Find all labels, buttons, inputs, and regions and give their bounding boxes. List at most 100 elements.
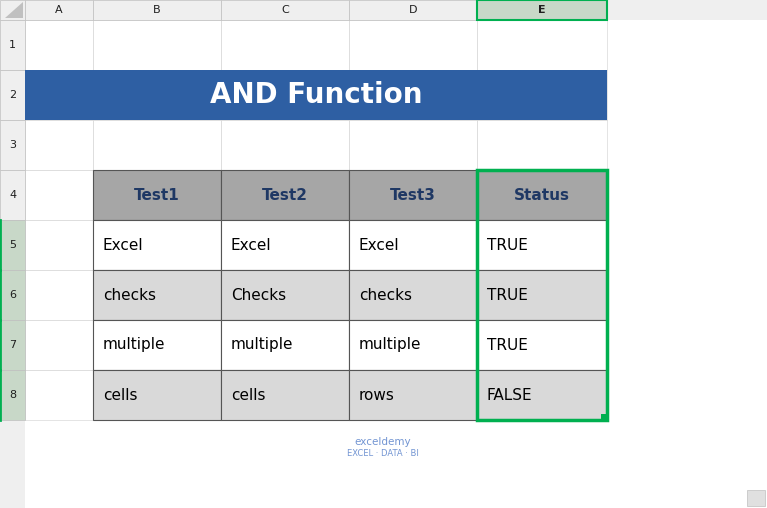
Bar	[93, 320, 221, 370]
Bar	[0, 170, 25, 220]
Bar	[221, 220, 349, 270]
Bar	[0, 20, 25, 70]
Bar	[477, 270, 607, 320]
Bar	[349, 20, 477, 70]
Bar	[477, 170, 607, 420]
Text: AND Function: AND Function	[209, 81, 423, 109]
Text: EXCEL · DATA · BI: EXCEL · DATA · BI	[347, 449, 419, 458]
Polygon shape	[5, 2, 23, 18]
Text: cells: cells	[231, 388, 265, 402]
Bar	[349, 370, 477, 420]
Bar	[349, 320, 477, 370]
Bar	[221, 320, 349, 370]
Bar	[93, 170, 221, 220]
Bar	[477, 220, 607, 270]
Text: Test3: Test3	[390, 187, 436, 203]
Text: TRUE: TRUE	[487, 337, 528, 353]
Text: Checks: Checks	[231, 288, 286, 302]
Bar	[477, 170, 607, 220]
Bar	[349, 320, 477, 370]
Bar	[221, 270, 349, 320]
Bar	[25, 220, 93, 270]
Text: rows: rows	[359, 388, 395, 402]
Bar	[25, 20, 93, 70]
Text: checks: checks	[103, 288, 156, 302]
Bar	[0, 370, 25, 420]
Bar	[349, 220, 477, 270]
Bar	[221, 220, 349, 270]
Bar	[93, 370, 221, 420]
Bar	[93, 220, 221, 270]
Bar	[221, 370, 349, 420]
Bar	[221, 170, 349, 220]
Bar	[477, 220, 607, 270]
Text: E: E	[538, 5, 546, 15]
Bar	[477, 170, 607, 220]
Bar	[349, 270, 477, 320]
Bar	[349, 220, 477, 270]
Bar	[477, 370, 607, 420]
Text: TRUE: TRUE	[487, 238, 528, 252]
Bar	[221, 0, 349, 20]
Bar	[221, 120, 349, 170]
Text: Test2: Test2	[262, 187, 308, 203]
Bar	[349, 270, 477, 320]
Text: 8: 8	[9, 390, 16, 400]
Bar	[221, 370, 349, 420]
Bar	[477, 320, 607, 370]
Bar	[93, 70, 221, 120]
Bar	[221, 320, 349, 370]
Bar	[477, 20, 607, 70]
Bar	[25, 120, 93, 170]
Bar	[93, 270, 221, 320]
Bar	[93, 220, 221, 270]
Bar	[601, 414, 608, 421]
Bar	[93, 0, 221, 20]
Text: A: A	[55, 5, 63, 15]
Bar	[93, 320, 221, 370]
Bar	[25, 70, 93, 120]
Text: Excel: Excel	[359, 238, 400, 252]
Bar	[25, 70, 607, 120]
Bar	[25, 270, 93, 320]
Bar	[0, 270, 25, 320]
Text: Status: Status	[514, 187, 570, 203]
Bar	[25, 320, 93, 370]
Bar	[93, 370, 221, 420]
Bar	[0, 0, 767, 20]
Bar	[349, 120, 477, 170]
Bar	[221, 170, 349, 220]
Text: 1: 1	[9, 40, 16, 50]
Text: 3: 3	[9, 140, 16, 150]
Bar	[221, 20, 349, 70]
Bar	[0, 320, 25, 370]
Bar	[0, 0, 25, 20]
Bar	[747, 490, 765, 506]
Text: exceldemy: exceldemy	[354, 437, 411, 447]
Bar	[477, 270, 607, 320]
Bar	[349, 370, 477, 420]
Text: 4: 4	[9, 190, 16, 200]
Bar	[93, 170, 221, 220]
Text: 5: 5	[9, 240, 16, 250]
Bar	[0, 70, 25, 120]
Bar	[349, 170, 477, 220]
Text: checks: checks	[359, 288, 412, 302]
Text: Excel: Excel	[231, 238, 272, 252]
Text: 7: 7	[9, 340, 16, 350]
Text: Test1: Test1	[134, 187, 180, 203]
Bar	[0, 220, 25, 270]
Text: FALSE: FALSE	[487, 388, 532, 402]
Bar	[0, 120, 25, 170]
Text: Excel: Excel	[103, 238, 143, 252]
Bar	[25, 170, 93, 220]
Text: D: D	[409, 5, 417, 15]
Bar	[93, 120, 221, 170]
Bar	[477, 370, 607, 420]
Bar	[477, 120, 607, 170]
Bar	[477, 0, 607, 20]
Bar	[221, 70, 349, 120]
Bar	[477, 70, 607, 120]
Bar	[477, 320, 607, 370]
Bar	[93, 270, 221, 320]
